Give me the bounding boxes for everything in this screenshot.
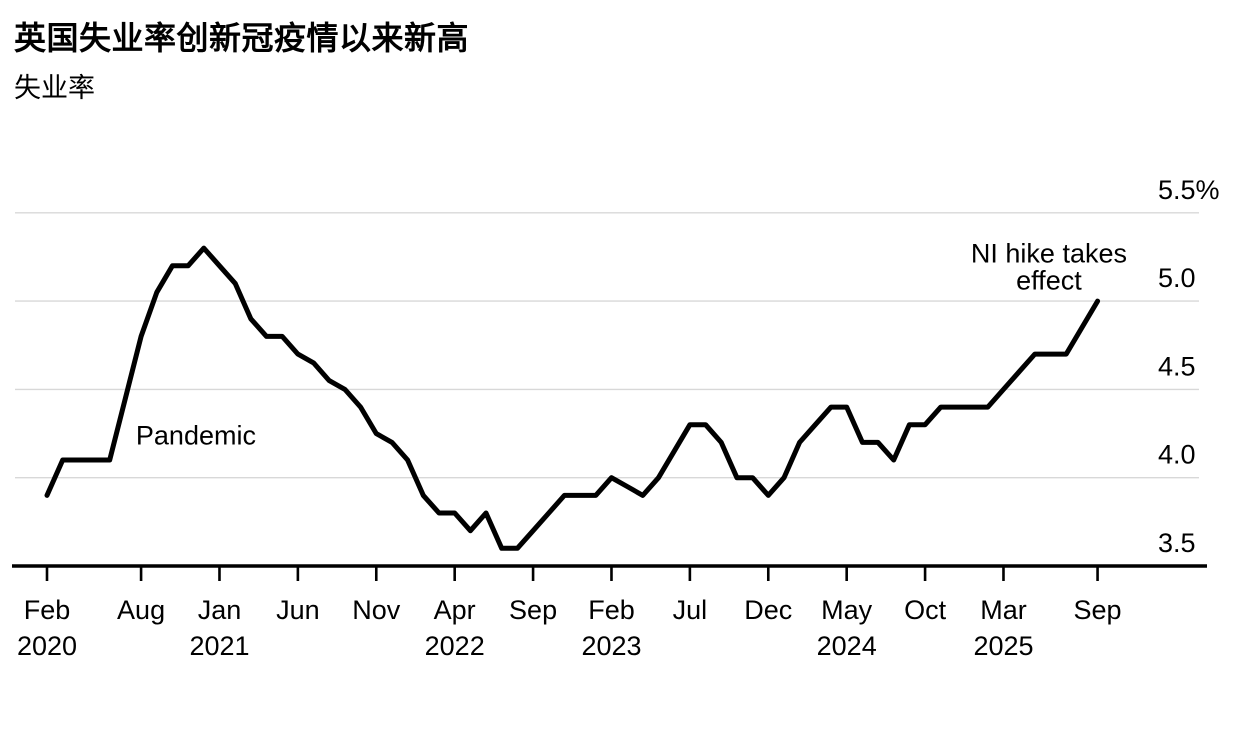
- x-axis-month-label: Mar: [980, 595, 1027, 625]
- x-axis-month-label: Apr: [434, 595, 476, 625]
- x-axis-year-label: 2022: [425, 631, 485, 661]
- x-axis-month-label: Feb: [588, 595, 635, 625]
- x-axis-month-label: Sep: [1074, 595, 1122, 625]
- y-axis-label: 3.5: [1158, 528, 1196, 558]
- x-axis-month-label: Jan: [198, 595, 242, 625]
- annotation-label-line2: effect: [1016, 266, 1082, 296]
- x-axis-month-label: Sep: [509, 595, 557, 625]
- y-axis-label: 5.5%: [1158, 175, 1220, 205]
- y-axis-label: 5.0: [1158, 263, 1196, 293]
- x-axis-month-label: May: [821, 595, 873, 625]
- x-axis-year-label: 2024: [817, 631, 877, 661]
- x-axis-year-label: 2020: [17, 631, 77, 661]
- x-axis-month-label: Aug: [117, 595, 165, 625]
- unemployment-rate-line: [44, 245, 1101, 551]
- page-title: 英国失业率创新冠疫情以来新高: [14, 20, 470, 56]
- x-axis-year-label: 2025: [973, 631, 1033, 661]
- y-axis-label: 4.0: [1158, 440, 1196, 470]
- x-axis-month-label: Jul: [673, 595, 708, 625]
- chart-subtitle: 失业率: [14, 73, 95, 103]
- x-axis-month-label: Nov: [352, 595, 401, 625]
- y-axis-label: 4.5: [1158, 351, 1196, 381]
- x-axis-year-label: 2023: [581, 631, 641, 661]
- x-axis-year-label: 2021: [189, 631, 249, 661]
- x-axis-month-label: Dec: [744, 595, 792, 625]
- annotation-label: Pandemic: [136, 420, 256, 450]
- annotation-label-line1: NI hike takes: [971, 239, 1127, 269]
- x-axis-month-label: Oct: [904, 595, 947, 625]
- x-axis-month-label: Jun: [276, 595, 320, 625]
- x-axis-month-label: Feb: [24, 595, 71, 625]
